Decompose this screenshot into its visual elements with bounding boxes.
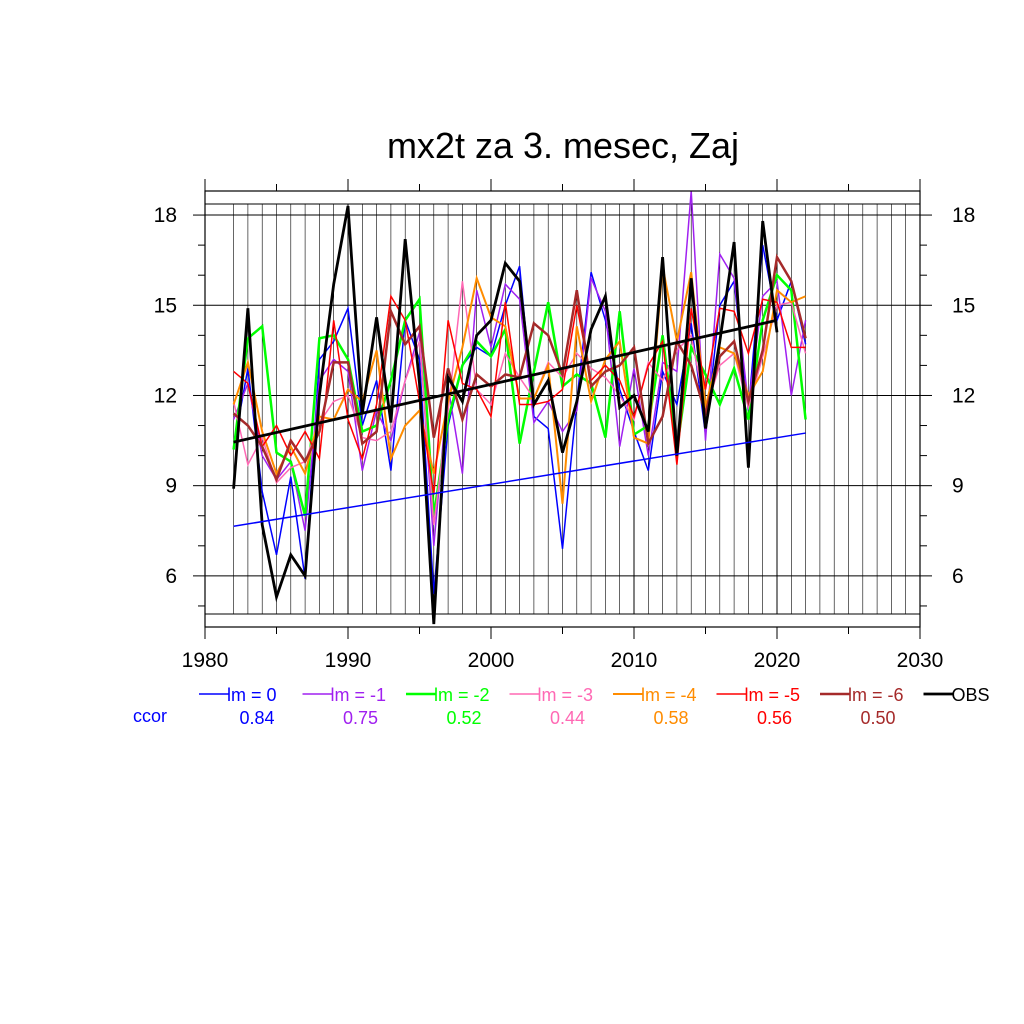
chart-title: mx2t za 3. mesec, Zaj (387, 125, 739, 166)
y-tick-label-right: 15 (952, 294, 975, 317)
ccor-value-6: 0.50 (860, 708, 895, 728)
legend-label-2: lm = -2 (434, 685, 490, 705)
x-tick-label: 2030 (897, 649, 944, 672)
ccor-value-4: 0.58 (653, 708, 688, 728)
legend: lm = 0 0.84 lm = -1 0.75 lm = -2 0.52 lm = -3 0… (199, 685, 990, 728)
legend-label-1: lm = -1 (331, 685, 387, 705)
ccor-value-1: 0.75 (343, 708, 378, 728)
y-tick-label-left: 9 (165, 475, 177, 498)
y-tick-label-right: 9 (952, 475, 964, 498)
series-line-7 (232, 205, 779, 625)
y-tick-label-left: 15 (154, 294, 177, 317)
y-tick-label-right: 18 (952, 204, 975, 227)
series-line-4 (232, 265, 806, 504)
legend-label-3: lm = -3 (538, 685, 594, 705)
x-tick-label: 1990 (325, 649, 372, 672)
trend-line-7 (233, 318, 778, 444)
x-tick-label: 2000 (468, 649, 515, 672)
legend-label-5: lm = -5 (745, 685, 801, 705)
y-tick-label-left: 12 (154, 384, 177, 407)
legend-label-0: lm = 0 (227, 685, 277, 705)
x-tick-label: 2020 (754, 649, 801, 672)
x-tick-label: 2010 (611, 649, 658, 672)
ccor-value-5: 0.56 (757, 708, 792, 728)
series-lines (232, 190, 807, 625)
ccor-value-2: 0.52 (446, 708, 481, 728)
axis-ticks: 1980 1990 2000 2010 2020 2030 6 6 9 9 12 12 15 15 18 18 (154, 179, 975, 672)
ccor-label: ccor (133, 706, 167, 726)
y-tick-label-left: 6 (165, 565, 177, 588)
ccor-value-3: 0.44 (550, 708, 585, 728)
legend-label-7: OBS (952, 685, 990, 705)
x-tick-label: 1980 (182, 649, 229, 672)
y-tick-label-right: 12 (952, 384, 975, 407)
y-tick-label-left: 18 (154, 204, 177, 227)
ccor-value-0: 0.84 (239, 708, 274, 728)
legend-label-4: lm = -4 (641, 685, 697, 705)
series-line-5 (233, 293, 806, 495)
legend-label-6: lm = -6 (848, 685, 904, 705)
y-tick-label-right: 6 (952, 565, 964, 588)
trend-line-0 (233, 432, 806, 528)
